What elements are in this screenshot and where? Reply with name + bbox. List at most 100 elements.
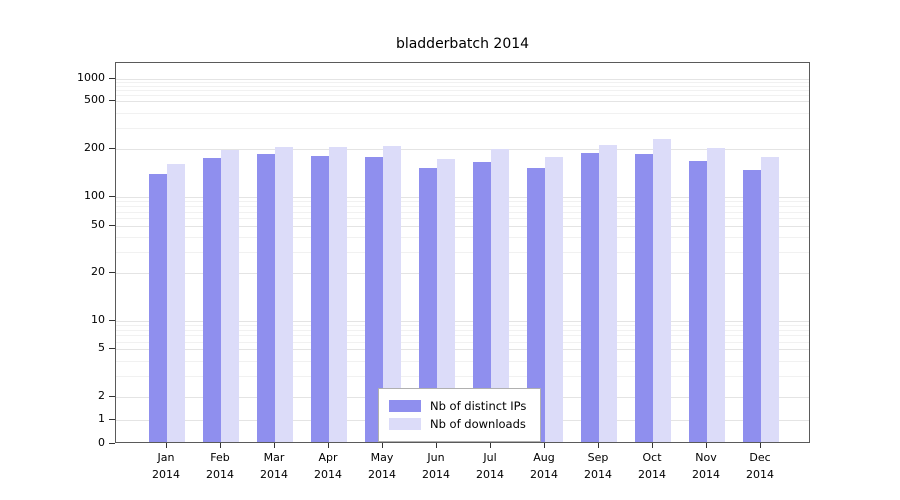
x-tick-label-aug: Aug 2014 bbox=[530, 451, 558, 481]
x-tick-label-jul: Jul 2014 bbox=[476, 451, 504, 481]
y-gridline-minor bbox=[116, 252, 809, 253]
y-gridline-minor bbox=[116, 376, 809, 377]
x-tick-label-apr: Apr 2014 bbox=[314, 451, 342, 481]
bar-downloads-jul bbox=[491, 149, 509, 442]
y-tick-mark bbox=[109, 100, 115, 101]
bar-downloads-oct bbox=[653, 139, 671, 442]
y-tick-mark bbox=[109, 419, 115, 420]
x-tick-label-oct: Oct 2014 bbox=[638, 451, 666, 481]
legend-item-distinct-ips: Nb of distinct IPs bbox=[389, 399, 526, 413]
y-gridline-minor bbox=[116, 237, 809, 238]
legend-label-distinct-ips: Nb of distinct IPs bbox=[430, 399, 527, 413]
y-gridline bbox=[116, 197, 809, 198]
x-tick-mark bbox=[706, 443, 707, 448]
y-gridline bbox=[116, 321, 809, 322]
y-tick-label: 20 bbox=[91, 265, 105, 278]
chart-title: bladderbatch 2014 bbox=[395, 36, 530, 52]
y-gridline-minor bbox=[116, 90, 809, 91]
bar-distinct-ips-apr bbox=[311, 156, 329, 442]
bar-downloads-jun bbox=[437, 159, 455, 442]
y-gridline-minor bbox=[116, 206, 809, 207]
bar-distinct-ips-mar bbox=[257, 154, 275, 442]
plot-area bbox=[115, 62, 810, 443]
x-tick-mark bbox=[544, 443, 545, 448]
y-gridline-minor bbox=[116, 82, 809, 83]
bar-downloads-aug bbox=[545, 157, 563, 442]
bar-distinct-ips-nov bbox=[689, 161, 707, 442]
y-tick-mark bbox=[109, 196, 115, 197]
x-tick-mark bbox=[166, 443, 167, 448]
y-tick-mark bbox=[109, 148, 115, 149]
y-gridline-minor bbox=[116, 335, 809, 336]
y-tick-label: 100 bbox=[84, 189, 105, 202]
y-tick-label: 5 bbox=[98, 341, 105, 354]
bar-downloads-may bbox=[383, 146, 401, 442]
x-tick-mark bbox=[598, 443, 599, 448]
y-tick-label: 500 bbox=[84, 93, 105, 106]
legend: Nb of distinct IPs Nb of downloads bbox=[378, 388, 542, 442]
legend-label-downloads: Nb of downloads bbox=[430, 417, 526, 431]
y-gridline-minor bbox=[116, 342, 809, 343]
x-tick-mark bbox=[760, 443, 761, 448]
legend-item-downloads: Nb of downloads bbox=[389, 417, 526, 431]
y-tick-mark bbox=[109, 225, 115, 226]
bar-downloads-mar bbox=[275, 147, 293, 442]
x-tick-label-may: May 2014 bbox=[368, 451, 396, 481]
bar-distinct-ips-jul bbox=[473, 162, 491, 442]
x-tick-mark bbox=[382, 443, 383, 448]
y-tick-label: 2 bbox=[98, 389, 105, 402]
y-tick-label: 50 bbox=[91, 218, 105, 231]
bar-distinct-ips-may bbox=[365, 157, 383, 442]
x-tick-label-mar: Mar 2014 bbox=[260, 451, 288, 481]
y-tick-mark bbox=[109, 396, 115, 397]
y-tick-mark bbox=[109, 272, 115, 273]
bar-downloads-dec bbox=[761, 157, 779, 442]
bar-distinct-ips-aug bbox=[527, 168, 545, 442]
y-gridline-minor bbox=[116, 201, 809, 202]
y-gridline bbox=[116, 149, 809, 150]
y-gridline-minor bbox=[116, 128, 809, 129]
x-tick-label-jan: Jan 2014 bbox=[152, 451, 180, 481]
y-gridline-minor bbox=[116, 95, 809, 96]
y-tick-label: 1 bbox=[98, 412, 105, 425]
x-tick-label-feb: Feb 2014 bbox=[206, 451, 234, 481]
bar-downloads-feb bbox=[221, 150, 239, 442]
x-tick-mark bbox=[652, 443, 653, 448]
bar-distinct-ips-jan bbox=[149, 174, 167, 442]
y-tick-mark bbox=[109, 348, 115, 349]
y-gridline-minor bbox=[116, 218, 809, 219]
legend-swatch-downloads bbox=[389, 418, 421, 430]
bar-distinct-ips-jun bbox=[419, 168, 437, 442]
bar-downloads-jan bbox=[167, 164, 185, 442]
y-gridline bbox=[116, 273, 809, 274]
x-tick-mark bbox=[490, 443, 491, 448]
bar-downloads-nov bbox=[707, 148, 725, 442]
legend-swatch-distinct-ips bbox=[389, 400, 421, 412]
y-gridline-minor bbox=[116, 212, 809, 213]
bar-downloads-sep bbox=[599, 145, 617, 442]
y-gridline bbox=[116, 79, 809, 80]
bar-distinct-ips-oct bbox=[635, 154, 653, 442]
bar-distinct-ips-feb bbox=[203, 158, 221, 442]
x-tick-label-nov: Nov 2014 bbox=[692, 451, 720, 481]
y-gridline-minor bbox=[116, 86, 809, 87]
x-tick-label-sep: Sep 2014 bbox=[584, 451, 612, 481]
x-tick-mark bbox=[274, 443, 275, 448]
x-tick-label-jun: Jun 2014 bbox=[422, 451, 450, 481]
y-gridline-minor bbox=[116, 361, 809, 362]
bar-distinct-ips-dec bbox=[743, 170, 761, 442]
y-tick-label: 200 bbox=[84, 141, 105, 154]
y-gridline bbox=[116, 101, 809, 102]
x-tick-mark bbox=[328, 443, 329, 448]
bar-distinct-ips-sep bbox=[581, 153, 599, 442]
y-tick-mark bbox=[109, 78, 115, 79]
y-tick-label: 1000 bbox=[77, 71, 105, 84]
y-gridline bbox=[116, 349, 809, 350]
x-tick-mark bbox=[220, 443, 221, 448]
y-tick-mark bbox=[109, 443, 115, 444]
y-tick-label: 0 bbox=[98, 436, 105, 449]
bar-downloads-apr bbox=[329, 147, 347, 442]
y-tick-mark bbox=[109, 320, 115, 321]
y-tick-label: 10 bbox=[91, 313, 105, 326]
